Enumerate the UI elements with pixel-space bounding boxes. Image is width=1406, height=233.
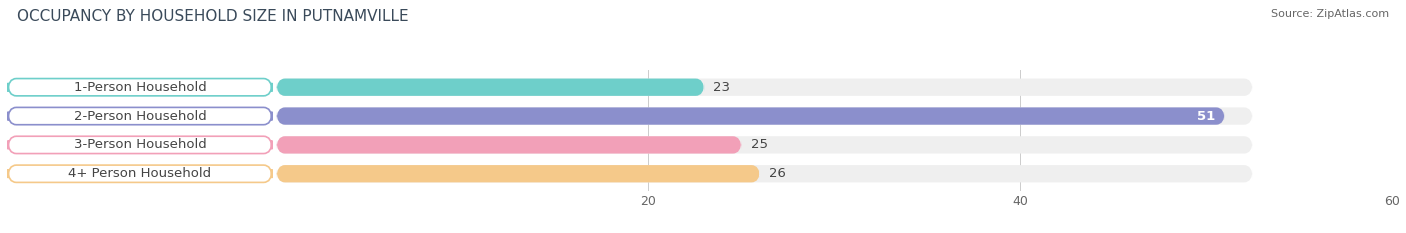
FancyBboxPatch shape [8,136,271,154]
Text: 23: 23 [713,81,731,94]
Text: OCCUPANCY BY HOUSEHOLD SIZE IN PUTNAMVILLE: OCCUPANCY BY HOUSEHOLD SIZE IN PUTNAMVIL… [17,9,409,24]
Text: 25: 25 [751,138,768,151]
FancyBboxPatch shape [277,136,741,154]
Text: 2-Person Household: 2-Person Household [73,110,207,123]
Text: 4+ Person Household: 4+ Person Household [69,167,211,180]
FancyBboxPatch shape [277,136,1253,154]
Text: 3-Person Household: 3-Person Household [73,138,207,151]
Text: 51: 51 [1197,110,1215,123]
FancyBboxPatch shape [8,107,271,125]
FancyBboxPatch shape [277,165,1253,182]
FancyBboxPatch shape [277,107,1225,125]
Text: Source: ZipAtlas.com: Source: ZipAtlas.com [1271,9,1389,19]
Text: 1-Person Household: 1-Person Household [73,81,207,94]
FancyBboxPatch shape [8,79,271,96]
FancyBboxPatch shape [8,165,271,182]
FancyBboxPatch shape [277,165,759,182]
FancyBboxPatch shape [277,107,1253,125]
FancyBboxPatch shape [277,79,704,96]
Text: 26: 26 [769,167,786,180]
FancyBboxPatch shape [277,79,1253,96]
